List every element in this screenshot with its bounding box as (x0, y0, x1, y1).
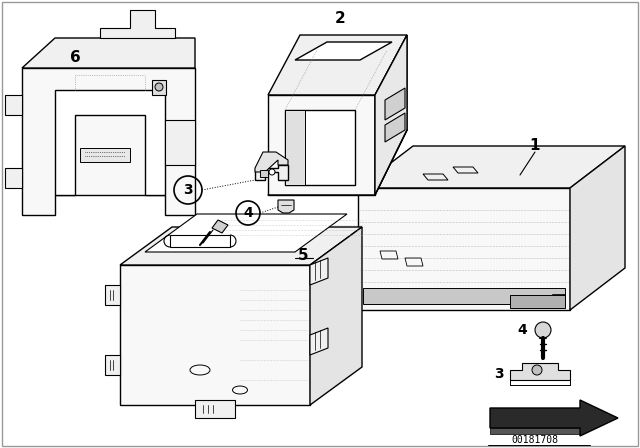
Polygon shape (295, 42, 392, 60)
Text: 3: 3 (183, 183, 193, 197)
Polygon shape (310, 328, 328, 355)
Polygon shape (255, 165, 288, 180)
Polygon shape (260, 170, 268, 177)
Polygon shape (510, 295, 565, 308)
Polygon shape (385, 88, 405, 120)
Polygon shape (570, 146, 625, 310)
Circle shape (269, 169, 275, 175)
Polygon shape (80, 148, 130, 162)
Polygon shape (212, 220, 228, 233)
Polygon shape (490, 428, 580, 434)
Circle shape (155, 83, 163, 91)
Polygon shape (22, 68, 195, 215)
Circle shape (532, 365, 542, 375)
Circle shape (535, 322, 551, 338)
Polygon shape (5, 95, 22, 115)
Text: 4: 4 (517, 323, 527, 337)
Text: 00181708: 00181708 (511, 435, 559, 445)
Polygon shape (100, 10, 175, 38)
Polygon shape (310, 227, 362, 405)
Polygon shape (165, 120, 195, 165)
Polygon shape (120, 265, 310, 405)
Text: 5: 5 (298, 247, 308, 263)
Polygon shape (195, 400, 235, 418)
Polygon shape (285, 110, 305, 185)
Polygon shape (268, 95, 375, 195)
Polygon shape (490, 400, 618, 436)
Polygon shape (152, 80, 166, 95)
Polygon shape (358, 146, 625, 188)
Polygon shape (358, 188, 570, 310)
Polygon shape (278, 200, 294, 213)
Polygon shape (375, 35, 407, 195)
Polygon shape (268, 35, 407, 95)
Polygon shape (105, 285, 120, 305)
Polygon shape (22, 38, 195, 68)
Polygon shape (385, 113, 405, 142)
Polygon shape (375, 35, 407, 195)
Polygon shape (105, 355, 120, 375)
Polygon shape (5, 168, 22, 188)
Polygon shape (55, 90, 165, 195)
Polygon shape (285, 110, 355, 185)
Polygon shape (310, 258, 328, 285)
Text: 4: 4 (243, 206, 253, 220)
Polygon shape (170, 235, 230, 247)
Polygon shape (145, 214, 347, 252)
Text: 1: 1 (530, 138, 540, 152)
Polygon shape (510, 363, 570, 380)
Polygon shape (363, 288, 565, 304)
Text: 6: 6 (70, 49, 81, 65)
Text: 3: 3 (494, 367, 504, 381)
Text: 2: 2 (335, 10, 346, 26)
Polygon shape (255, 152, 288, 172)
Polygon shape (120, 227, 362, 265)
